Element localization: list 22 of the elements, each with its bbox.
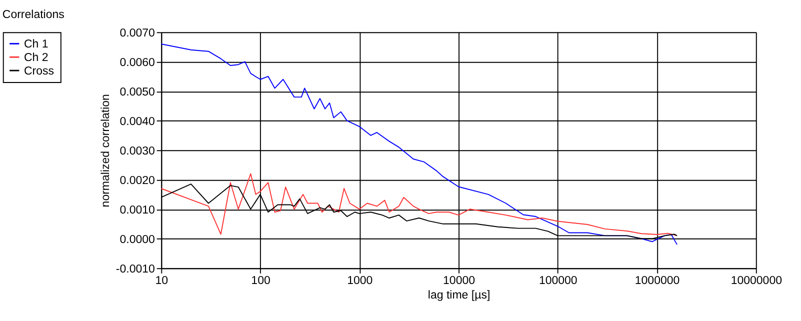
x-tick-label: 10000000	[730, 274, 782, 287]
legend-label: Ch 1	[24, 38, 48, 51]
x-axis-title: lag time [µs]	[428, 289, 490, 302]
y-tick-label: -0.0010	[116, 263, 155, 276]
y-tick-label: 0.0070	[120, 27, 155, 40]
legend-label: Cross	[24, 65, 54, 78]
x-tick-label: 1000	[347, 274, 373, 287]
x-tick-label: 10	[155, 274, 168, 287]
y-tick-label: 0.0030	[120, 145, 155, 158]
y-tick-label: 0.0050	[120, 86, 155, 98]
y-tick-label: 0.0010	[120, 204, 155, 216]
y-tick-label: 0.0020	[120, 174, 155, 187]
x-tick-label: 10000	[443, 274, 476, 287]
text: Correlations	[2, 8, 65, 21]
legend-label: Ch 2	[24, 52, 48, 64]
y-tick-label: 0.0040	[120, 116, 155, 128]
x-tick-label: 1000000	[634, 274, 680, 287]
x-tick-label: 100	[251, 274, 270, 287]
y-axis-title: normalized correlation	[100, 94, 112, 208]
y-tick-label: 0.0000	[120, 234, 155, 246]
y-tick-label: 0.0060	[120, 56, 155, 69]
x-tick-label: 100000	[538, 274, 578, 287]
